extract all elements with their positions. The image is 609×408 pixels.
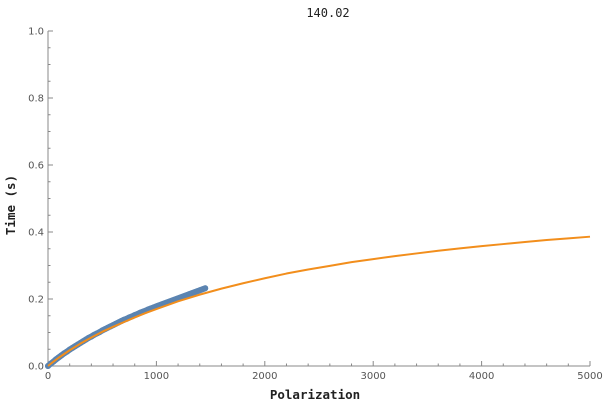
y-tick-label: 0.8 — [28, 94, 44, 105]
x-tick-label: 0 — [45, 371, 51, 382]
y-tick-label: 0.6 — [28, 161, 44, 172]
y-tick-label: 0.4 — [28, 228, 44, 239]
x-tick-label: 1000 — [144, 371, 169, 382]
scatter-point — [202, 285, 209, 292]
fit-line — [47, 235, 591, 367]
chart-title: 140.02 — [306, 6, 349, 20]
x-tick-label: 3000 — [360, 371, 385, 382]
scatter-series — [45, 285, 209, 369]
x-tick-label: 5000 — [577, 371, 602, 382]
y-axis-title: Time (s) — [3, 175, 18, 235]
y-tick-label: 0.2 — [28, 295, 44, 306]
y-tick-label: 0.0 — [28, 362, 44, 373]
x-ticks: 0 1000 2000 3000 4000 5000 — [45, 361, 603, 382]
y-ticks: 0.0 0.2 0.4 0.6 0.8 1.0 — [28, 27, 53, 373]
x-tick-label: 4000 — [469, 371, 494, 382]
series-layer — [45, 235, 591, 369]
x-tick-label: 2000 — [252, 371, 277, 382]
x-axis-title: Polarization — [270, 387, 360, 402]
y-tick-label: 1.0 — [28, 27, 44, 38]
